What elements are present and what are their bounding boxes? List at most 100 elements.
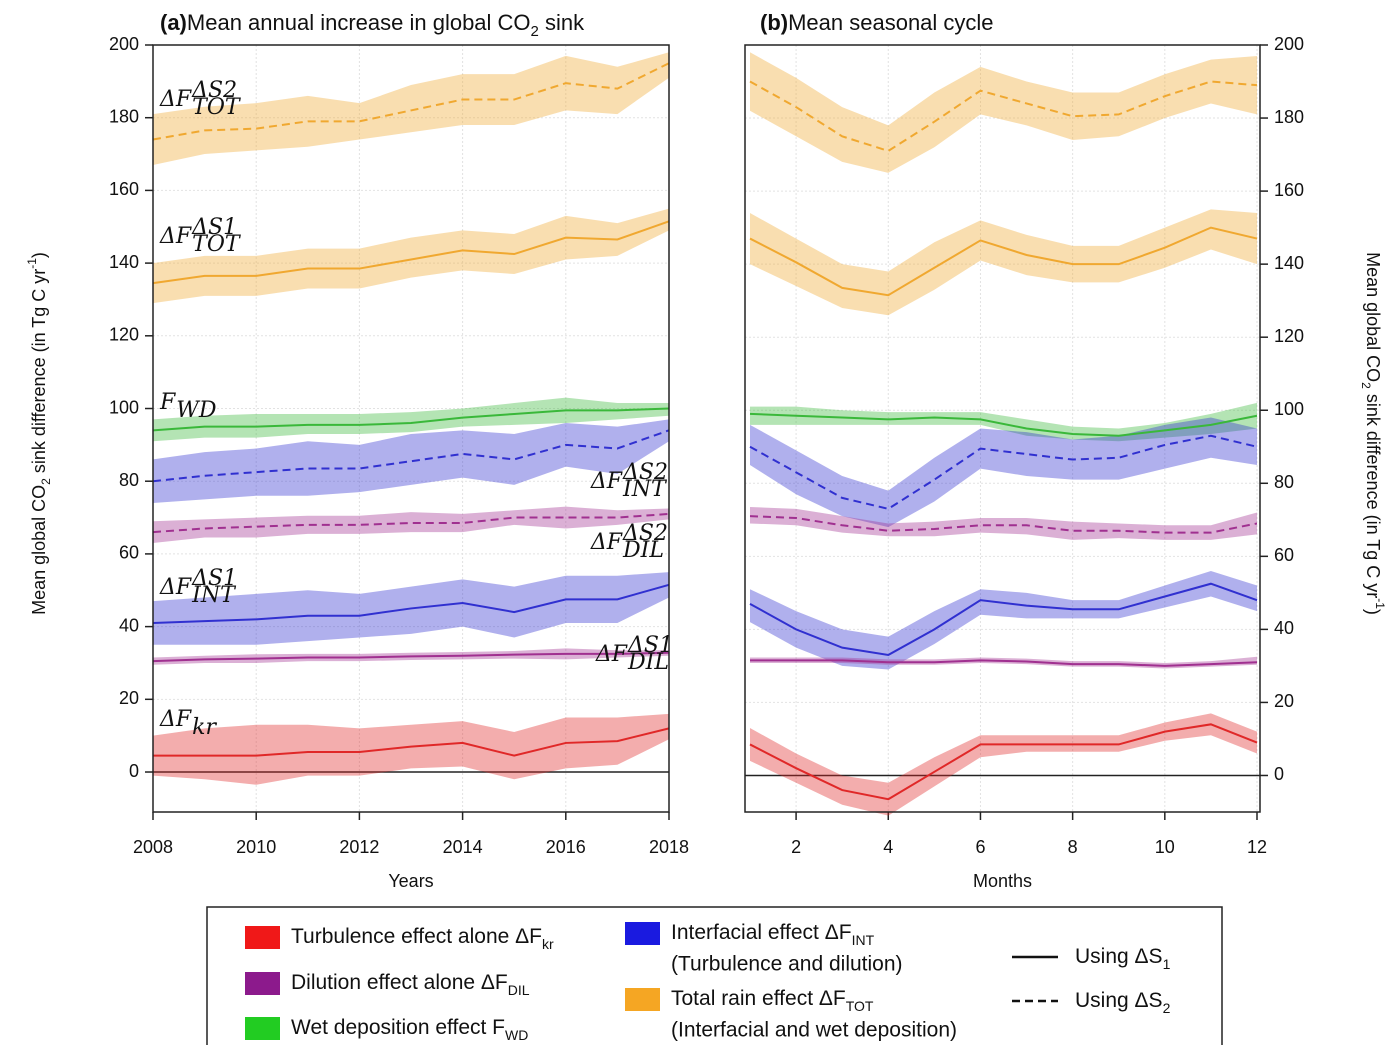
series-label-main: ΔF — [595, 642, 628, 667]
series-label-sub: DIL — [627, 650, 669, 675]
legend-swatch — [245, 972, 280, 995]
legend-note: (Turbulence and dilution) — [671, 953, 903, 976]
chart-title-part: sink — [539, 10, 585, 35]
y-tick-label: 160 — [109, 179, 139, 199]
series-line — [152, 62, 670, 141]
series-line — [749, 434, 1258, 510]
series-line — [152, 429, 670, 483]
series-label: F WD — [159, 390, 217, 423]
legend-text-part: 2 — [1163, 1000, 1171, 1016]
band — [750, 713, 1257, 816]
legend-text: Dilution effect alone ΔFDIL — [291, 971, 530, 998]
y-tick-label: 20 — [1274, 691, 1294, 711]
legend-text: Using ΔS1 — [1075, 945, 1171, 972]
y-axis-label-part: -1 — [1373, 598, 1387, 609]
series-label: ΔF kr — [159, 707, 217, 740]
y-tick-label: 140 — [109, 252, 139, 272]
y-axis-label: Mean global CO2 sink difference (in Tg C… — [1359, 252, 1387, 615]
series-line — [749, 412, 1258, 437]
series-label-sup: ΔS1 — [627, 633, 673, 658]
y-axis-label-part: Mean global CO — [29, 485, 49, 615]
y-tick-label: 0 — [129, 761, 139, 781]
series-label-main: ΔF — [159, 224, 192, 249]
legend-text-part: DIL — [508, 982, 530, 998]
x-tick-label: 2016 — [546, 837, 586, 857]
legend-text: Wet deposition effect FWD — [291, 1016, 528, 1043]
series-label-main: ΔF — [159, 575, 192, 600]
series-line — [152, 583, 670, 624]
x-tick-label: 2 — [791, 837, 801, 857]
y-axis-label-part: -1 — [25, 258, 39, 269]
series-label-main: ΔF — [159, 87, 192, 112]
y-tick-label: 120 — [109, 325, 139, 345]
series-line — [152, 651, 670, 663]
series-line — [152, 512, 670, 534]
y-tick-label: 20 — [119, 688, 139, 708]
legend-text-part: INT — [852, 932, 875, 948]
band — [153, 208, 669, 304]
series-label-main: F — [159, 390, 176, 415]
legend-text-part: Using ΔS — [1075, 989, 1163, 1012]
x-tick-label: 10 — [1155, 837, 1175, 857]
series-label-sup: ΔS2 — [191, 78, 237, 103]
x-tick-label: 2012 — [339, 837, 379, 857]
series-label-sub: DIL — [622, 538, 664, 563]
chart-title-part: (a) — [160, 10, 187, 35]
y-tick-label: 100 — [109, 397, 139, 417]
legend-text-part: Total rain effect ΔF — [671, 987, 846, 1010]
band — [750, 209, 1257, 316]
y-tick-label: 60 — [119, 543, 139, 563]
y-tick-label: 120 — [1274, 326, 1304, 346]
y-tick-label: 200 — [1274, 34, 1304, 54]
y-tick-label: 180 — [109, 106, 139, 126]
y-tick-label: 100 — [1274, 399, 1304, 419]
x-tick-label: 2008 — [133, 837, 173, 857]
legend-text-part: Using ΔS — [1075, 945, 1163, 968]
band — [750, 570, 1257, 670]
legend-text: Total rain effect ΔFTOT — [671, 987, 874, 1014]
legend-swatch — [625, 922, 660, 945]
series-label-sup: ΔS1 — [191, 215, 237, 240]
x-axis-label: Years — [388, 871, 433, 891]
band — [153, 52, 669, 165]
legend-box — [206, 906, 1223, 1045]
y-tick-label: 80 — [119, 470, 139, 490]
series-label-main: ΔF — [159, 707, 192, 732]
y-tick-label: 140 — [1274, 253, 1304, 273]
legend-swatch — [625, 988, 660, 1011]
series-label-sub: WD — [176, 398, 217, 423]
series-label-sub: INT — [191, 583, 237, 608]
y-axis-label-part: Mean global CO — [1363, 252, 1383, 382]
legend-text-part: 1 — [1163, 956, 1171, 972]
x-tick-label: 4 — [883, 837, 893, 857]
y-tick-label: 200 — [109, 34, 139, 54]
legend-text: Interfacial effect ΔFINT — [671, 921, 875, 948]
x-tick-label: 2010 — [236, 837, 276, 857]
band — [750, 52, 1257, 173]
y-tick-label: 40 — [119, 615, 139, 635]
series-line — [749, 582, 1258, 656]
legend-swatch — [245, 1017, 280, 1040]
y-tick-label: 180 — [1274, 107, 1304, 127]
series-line — [152, 407, 670, 432]
y-axis-label-part: sink difference (in Tg C yr — [1363, 389, 1383, 598]
band — [153, 419, 669, 504]
band — [750, 656, 1257, 669]
y-axis-label-part: ) — [1363, 609, 1383, 615]
chart-title: (b)Mean seasonal cycle — [760, 10, 994, 35]
x-tick-label: 8 — [1068, 837, 1078, 857]
series-label-sup: ΔS2 — [622, 460, 668, 485]
chart-title: (a)Mean annual increase in global CO2 si… — [160, 10, 585, 41]
band — [750, 402, 1257, 442]
legend-text-part: kr — [542, 936, 554, 952]
x-tick-label: 2014 — [443, 837, 483, 857]
band — [153, 506, 669, 544]
series-label-main: ΔF — [590, 469, 623, 494]
series-label-sub: TOT — [192, 232, 242, 257]
